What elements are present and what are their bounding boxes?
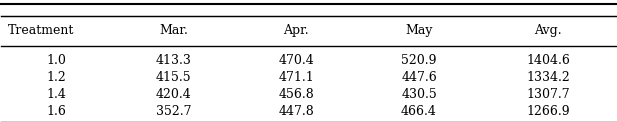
Text: 415.5: 415.5 <box>155 71 191 84</box>
Text: 1.6: 1.6 <box>47 105 67 118</box>
Text: Avg.: Avg. <box>534 24 562 36</box>
Text: 466.4: 466.4 <box>401 105 437 118</box>
Text: Treatment: Treatment <box>7 24 74 36</box>
Text: 1.2: 1.2 <box>47 71 67 84</box>
Text: 447.8: 447.8 <box>278 105 314 118</box>
Text: 447.6: 447.6 <box>401 71 437 84</box>
Text: 1334.2: 1334.2 <box>526 71 570 84</box>
Text: 352.7: 352.7 <box>155 105 191 118</box>
Text: 420.4: 420.4 <box>155 88 191 101</box>
Text: 520.9: 520.9 <box>401 55 437 67</box>
Text: 430.5: 430.5 <box>401 88 437 101</box>
Text: 470.4: 470.4 <box>278 55 314 67</box>
Text: May: May <box>405 24 433 36</box>
Text: 1.0: 1.0 <box>47 55 67 67</box>
Text: Apr.: Apr. <box>283 24 309 36</box>
Text: 1307.7: 1307.7 <box>526 88 570 101</box>
Text: 471.1: 471.1 <box>278 71 314 84</box>
Text: 1404.6: 1404.6 <box>526 55 570 67</box>
Text: 1.4: 1.4 <box>47 88 67 101</box>
Text: 456.8: 456.8 <box>278 88 314 101</box>
Text: 413.3: 413.3 <box>155 55 191 67</box>
Text: 1266.9: 1266.9 <box>526 105 570 118</box>
Text: Mar.: Mar. <box>159 24 188 36</box>
